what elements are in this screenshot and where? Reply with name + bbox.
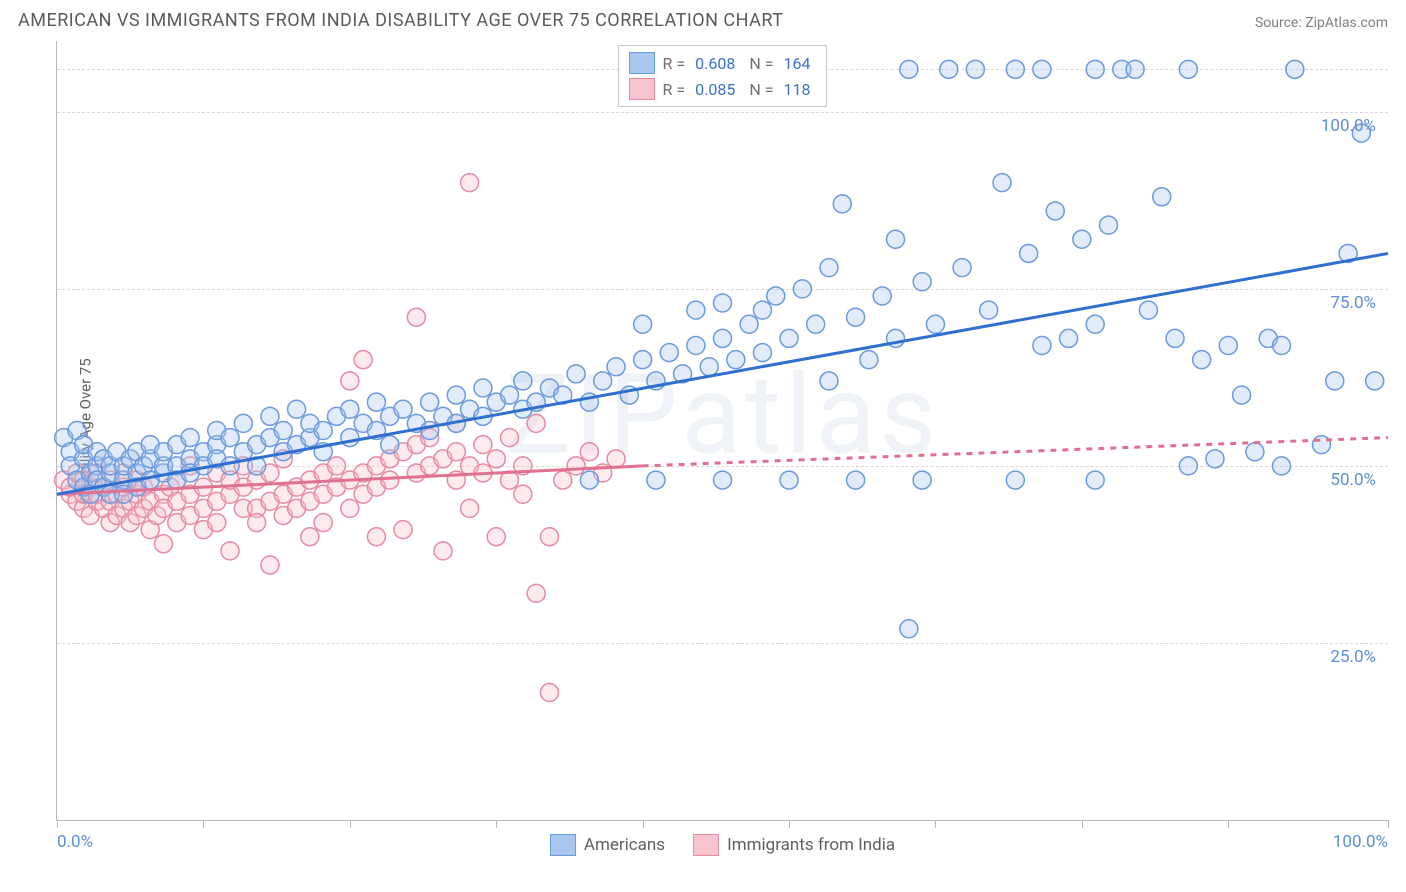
- chart-area: Disability Age Over 75 ZIPatlas R = 0.60…: [56, 41, 1388, 821]
- r-label: R =: [663, 54, 686, 73]
- x-tick-label: 100.0%: [1333, 832, 1388, 852]
- swatch-pink: [693, 834, 719, 856]
- y-tick-label: 75.0%: [1330, 293, 1376, 313]
- y-tick-label: 50.0%: [1330, 470, 1376, 490]
- chart-title: AMERICAN VS IMMIGRANTS FROM INDIA DISABI…: [18, 10, 784, 31]
- stat-row-americans: R = 0.608 N = 164: [629, 50, 817, 76]
- n-label: N =: [749, 54, 773, 73]
- r-value: 0.608: [695, 54, 735, 73]
- legend-item-immigrants: Immigrants from India: [693, 834, 895, 856]
- bottom-legend: Americans Immigrants from India: [57, 834, 1388, 856]
- y-tick-label: 25.0%: [1330, 647, 1376, 667]
- source-label: Source: ZipAtlas.com: [1255, 15, 1388, 31]
- r-value: 0.085: [695, 80, 735, 99]
- n-value: 118: [783, 80, 810, 99]
- legend-label: Americans: [584, 835, 665, 855]
- y-tick-label: 100.0%: [1321, 116, 1376, 136]
- scatter-plot: [57, 41, 1388, 820]
- legend-label: Immigrants from India: [727, 835, 895, 855]
- swatch-blue: [629, 52, 655, 74]
- legend-item-americans: Americans: [550, 834, 665, 856]
- swatch-pink: [629, 78, 655, 100]
- stat-row-immigrants: R = 0.085 N = 118: [629, 76, 817, 102]
- header: AMERICAN VS IMMIGRANTS FROM INDIA DISABI…: [0, 0, 1406, 37]
- r-label: R =: [663, 80, 686, 99]
- n-label: N =: [749, 80, 773, 99]
- n-value: 164: [783, 54, 810, 73]
- x-tick-label: 0.0%: [57, 832, 93, 852]
- stat-legend: R = 0.608 N = 164 R = 0.085 N = 118: [618, 45, 828, 107]
- swatch-blue: [550, 834, 576, 856]
